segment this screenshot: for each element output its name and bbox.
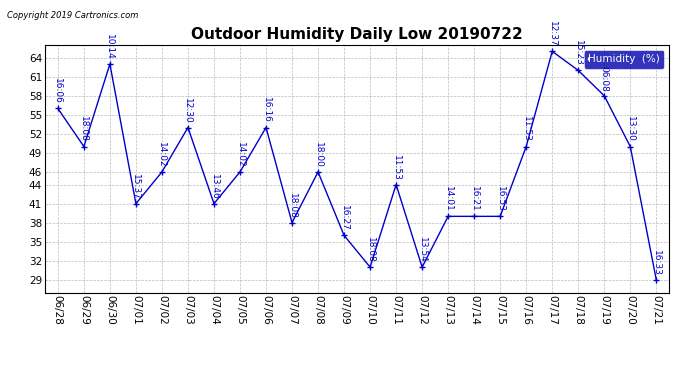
Text: 11:53: 11:53 xyxy=(392,154,401,180)
Text: 18:00: 18:00 xyxy=(313,142,322,168)
Text: 11:53: 11:53 xyxy=(522,117,531,142)
Text: 13:46: 13:46 xyxy=(210,174,219,200)
Text: 10:14: 10:14 xyxy=(106,34,115,60)
Text: 18:08: 18:08 xyxy=(79,117,88,142)
Text: 14:01: 14:01 xyxy=(444,186,453,212)
Text: 16:06: 16:06 xyxy=(53,78,62,104)
Text: 13:54: 13:54 xyxy=(417,237,426,263)
Text: 16:27: 16:27 xyxy=(339,206,348,231)
Text: 12:37: 12:37 xyxy=(548,21,557,47)
Text: 12:30: 12:30 xyxy=(184,98,193,123)
Text: 14:02: 14:02 xyxy=(157,142,166,168)
Text: 16:21: 16:21 xyxy=(470,186,479,212)
Text: 16:33: 16:33 xyxy=(652,250,661,276)
Text: Copyright 2019 Cartronics.com: Copyright 2019 Cartronics.com xyxy=(7,11,138,20)
Legend: Humidity  (%): Humidity (%) xyxy=(584,50,664,69)
Text: 18:08: 18:08 xyxy=(366,237,375,263)
Text: 14:02: 14:02 xyxy=(235,142,244,168)
Text: 13:30: 13:30 xyxy=(626,117,635,142)
Text: 18:08: 18:08 xyxy=(288,193,297,219)
Text: 16:16: 16:16 xyxy=(262,98,270,123)
Text: 06:08: 06:08 xyxy=(600,66,609,92)
Text: 15:23: 15:23 xyxy=(573,40,583,66)
Title: Outdoor Humidity Daily Low 20190722: Outdoor Humidity Daily Low 20190722 xyxy=(191,27,523,42)
Text: 16:53: 16:53 xyxy=(495,186,504,212)
Text: 15:37: 15:37 xyxy=(131,174,141,200)
